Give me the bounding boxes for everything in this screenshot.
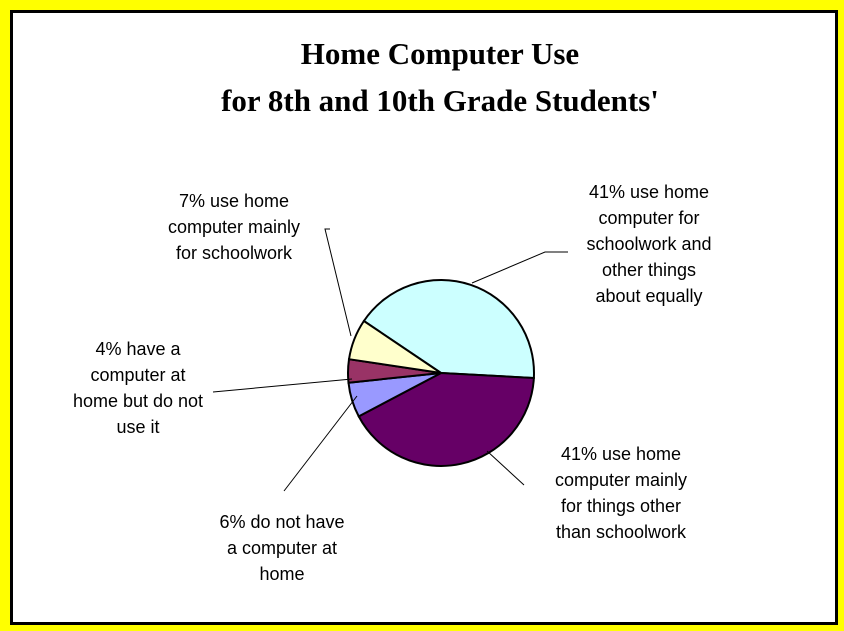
slice-label-0-line-4: about equally bbox=[595, 286, 702, 306]
chart-title-line-1: Home Computer Use bbox=[301, 36, 579, 71]
pie-slice-4 bbox=[347, 319, 442, 374]
leader-line-3 bbox=[212, 378, 353, 393]
slice-label-1-line-2: for things other bbox=[561, 496, 681, 516]
slice-label-1-line-0: 41% use home bbox=[561, 444, 681, 464]
slice-label-2-line-1: a computer at bbox=[227, 538, 337, 558]
slice-label-4-line-2: for schoolwork bbox=[176, 243, 293, 263]
slice-label-3: 4% have a computer at home but do not use i… bbox=[73, 339, 203, 437]
slice-label-2: 6% do not have a computer at home bbox=[219, 512, 344, 584]
slice-label-0-line-0: 41% use home bbox=[589, 182, 709, 202]
slice-label-1-line-1: computer mainly bbox=[555, 470, 687, 490]
slice-label-2-line-2: home bbox=[259, 564, 304, 584]
chart-title: Home Computer Use for 8th and 10th Grade… bbox=[221, 36, 659, 118]
slice-label-3-line-3: use it bbox=[116, 417, 159, 437]
slice-label-0-line-3: other things bbox=[602, 260, 696, 280]
slice-label-1-line-3: than schoolwork bbox=[556, 522, 687, 542]
slice-label-0: 41% use home computer for schoolwork and ot… bbox=[586, 182, 711, 306]
slice-label-1: 41% use home computer mainly for things ot… bbox=[555, 444, 687, 542]
slice-label-3-line-0: 4% have a bbox=[95, 339, 181, 359]
pie-slice-0 bbox=[362, 279, 535, 380]
slice-label-0-line-2: schoolwork and bbox=[586, 234, 711, 254]
chart-title-line-2: for 8th and 10th Grade Students' bbox=[221, 83, 659, 118]
slice-labels: 41% use home computer for schoolwork and ot… bbox=[73, 182, 712, 584]
leader-line-1 bbox=[486, 450, 525, 486]
leader-lines bbox=[212, 228, 568, 492]
leader-line-0 bbox=[471, 251, 568, 284]
slice-label-2-line-0: 6% do not have bbox=[219, 512, 344, 532]
leader-line-2 bbox=[283, 395, 358, 492]
slice-label-0-line-1: computer for bbox=[598, 208, 699, 228]
pie-slices bbox=[347, 279, 535, 467]
slice-label-3-line-1: computer at bbox=[90, 365, 185, 385]
slice-label-4-line-1: computer mainly bbox=[168, 217, 300, 237]
slice-label-3-line-2: home but do not bbox=[73, 391, 203, 411]
pie-slice-1 bbox=[357, 371, 535, 467]
slice-label-4: 7% use home computer mainly for schoolwork bbox=[168, 191, 300, 263]
leader-line-4 bbox=[324, 228, 352, 337]
slice-label-4-line-0: 7% use home bbox=[179, 191, 289, 211]
